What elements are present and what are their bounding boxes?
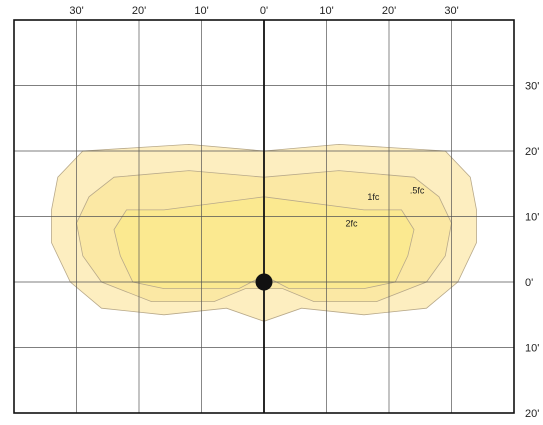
x-tick-label: 30' — [444, 5, 458, 17]
x-tick-label: 30' — [69, 5, 83, 17]
x-tick-label: 0' — [260, 5, 268, 17]
x-tick-label: 10' — [319, 5, 333, 17]
y-tick-label: 20' — [525, 146, 539, 158]
y-tick-label: 20' — [525, 408, 539, 420]
plot-frame — [13, 19, 515, 414]
label-layer: .5fc 1fc 2fc — [345, 186, 424, 229]
x-tick-label: 20' — [382, 5, 396, 17]
x-tick-label: 20' — [132, 5, 146, 17]
fixture-marker — [255, 273, 273, 291]
y-tick-label: 30' — [525, 81, 539, 93]
contour-label: 2fc — [345, 218, 358, 228]
y-tick-label: 0' — [525, 277, 533, 289]
contour-label: 1fc — [367, 192, 380, 202]
grid-layer — [13, 19, 515, 414]
contour-label: .5fc — [410, 186, 425, 196]
axis-layer: 30' 20' 10' 0' 10' 20' 30' 30' 20' 10' 0' 10' 20' — [69, 5, 539, 420]
y-tick-label: 10' — [525, 343, 539, 355]
x-tick-label: 10' — [194, 5, 208, 17]
y-tick-label: 10' — [525, 212, 539, 224]
